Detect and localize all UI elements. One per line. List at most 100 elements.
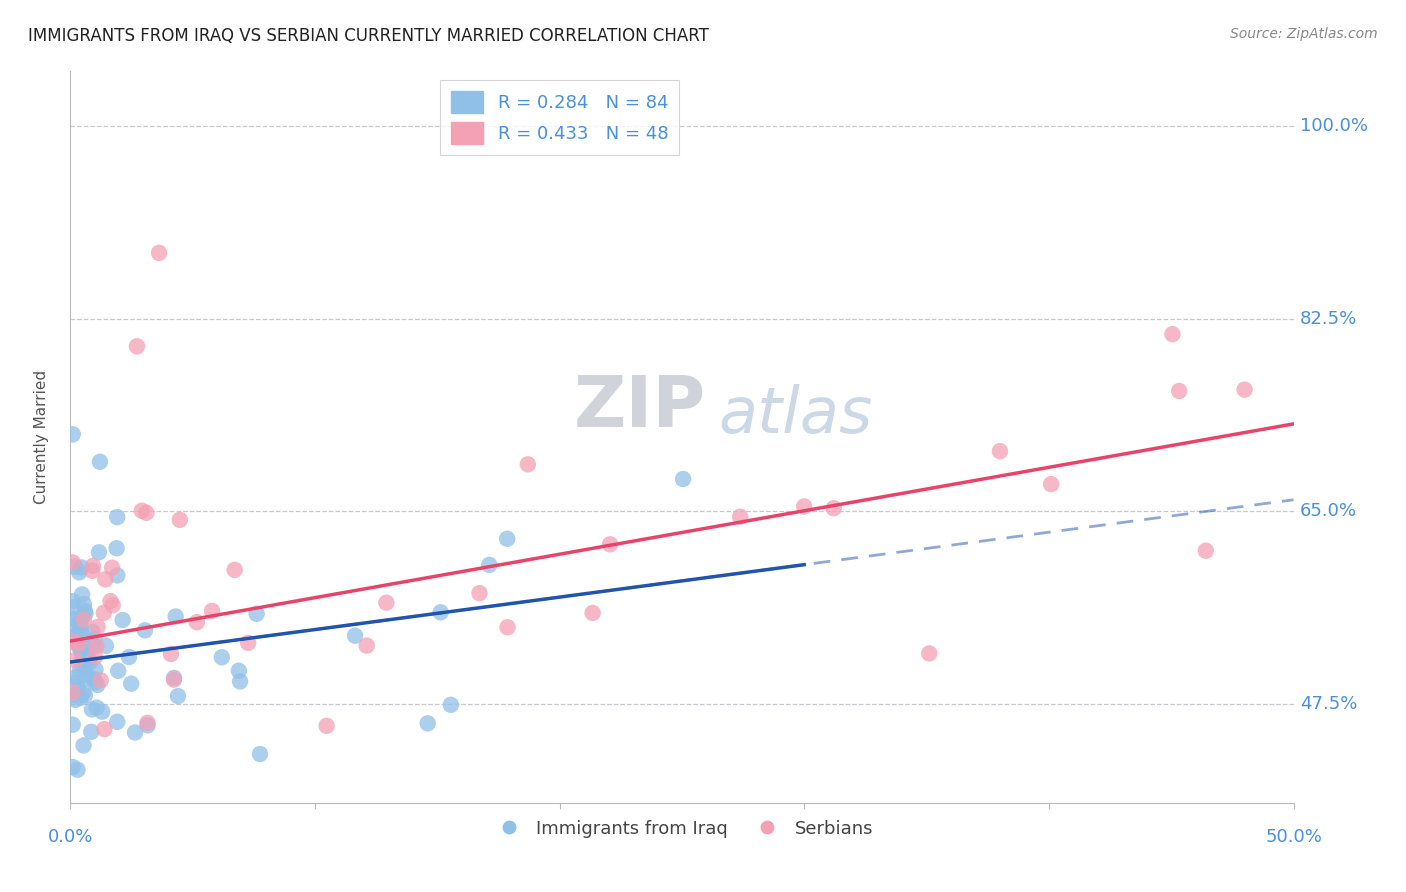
Point [80, 724, 103, 739]
Point [918, 647, 941, 661]
Point [66, 670, 89, 684]
Point [86, 620, 108, 634]
Point [163, 671, 186, 685]
Point [79, 655, 101, 669]
Point [134, 624, 156, 638]
Point [67, 566, 90, 580]
Point [70, 611, 93, 625]
Point [94, 573, 117, 587]
Point [66, 763, 89, 777]
Point [100, 594, 122, 608]
Point [120, 676, 142, 690]
Point [356, 639, 378, 653]
Point [728, 509, 751, 524]
Point [1168, 384, 1191, 398]
Point [107, 664, 129, 678]
Point [70, 587, 93, 601]
Point [375, 596, 398, 610]
Point [468, 586, 491, 600]
Y-axis label: Currently Married: Currently Married [35, 370, 49, 504]
Text: 100.0%: 100.0% [1299, 118, 1368, 136]
Point [101, 598, 124, 612]
Point [793, 500, 815, 514]
Point [82, 558, 104, 573]
Point [136, 718, 159, 732]
Point [77, 651, 100, 665]
Point [249, 747, 271, 761]
Point [72, 739, 94, 753]
Point [65, 633, 87, 648]
Legend: Immigrants from Iraq, Serbians: Immigrants from Iraq, Serbians [484, 813, 880, 845]
Point [988, 444, 1011, 458]
Point [63, 676, 86, 690]
Point [136, 715, 159, 730]
Point [135, 506, 157, 520]
Point [160, 647, 183, 661]
Point [131, 504, 153, 518]
Point [65, 612, 87, 626]
Point [93, 722, 115, 736]
Point [84, 663, 107, 677]
Point [73, 688, 96, 702]
Point [70, 560, 93, 574]
Point [416, 716, 439, 731]
Point [1195, 543, 1218, 558]
Text: Source: ZipAtlas.com: Source: ZipAtlas.com [1230, 27, 1378, 41]
Text: 65.0%: 65.0% [1299, 502, 1357, 520]
Point [73, 604, 96, 618]
Point [69, 622, 91, 636]
Point [72, 649, 94, 664]
Point [672, 472, 695, 486]
Point [582, 606, 605, 620]
Point [63, 635, 86, 649]
Point [89, 455, 111, 469]
Point [101, 560, 124, 574]
Point [65, 693, 87, 707]
Point [62, 556, 84, 570]
Point [82, 564, 104, 578]
Text: atlas: atlas [718, 384, 873, 446]
Point [65, 653, 87, 667]
Point [62, 760, 84, 774]
Point [246, 607, 269, 621]
Point [186, 615, 208, 630]
Point [94, 639, 117, 653]
Point [67, 640, 90, 655]
Point [111, 613, 134, 627]
Point [118, 650, 141, 665]
Point [496, 620, 519, 634]
Point [70, 613, 93, 627]
Point [440, 698, 463, 712]
Point [63, 629, 86, 643]
Point [86, 678, 108, 692]
Point [84, 649, 107, 664]
Point [105, 510, 128, 524]
Point [82, 637, 104, 651]
Point [82, 624, 104, 639]
Point [73, 663, 96, 677]
Point [62, 599, 84, 614]
Point [67, 617, 90, 632]
Point [91, 705, 114, 719]
Point [83, 632, 105, 647]
Point [211, 650, 233, 665]
Point [75, 654, 97, 668]
Point [124, 725, 146, 739]
Point [70, 643, 93, 657]
Point [67, 622, 90, 636]
Point [69, 690, 91, 705]
Point [62, 688, 84, 702]
Point [76, 645, 98, 659]
Point [62, 685, 84, 699]
Point [63, 559, 86, 574]
Point [105, 541, 128, 556]
Point [62, 594, 84, 608]
Point [496, 532, 519, 546]
Text: IMMIGRANTS FROM IRAQ VS SERBIAN CURRENTLY MARRIED CORRELATION CHART: IMMIGRANTS FROM IRAQ VS SERBIAN CURRENTL… [28, 27, 709, 45]
Text: 47.5%: 47.5% [1299, 695, 1357, 713]
Point [87, 545, 110, 559]
Point [73, 597, 96, 611]
Text: 0.0%: 0.0% [48, 828, 93, 846]
Point [72, 686, 94, 700]
Point [105, 714, 128, 729]
